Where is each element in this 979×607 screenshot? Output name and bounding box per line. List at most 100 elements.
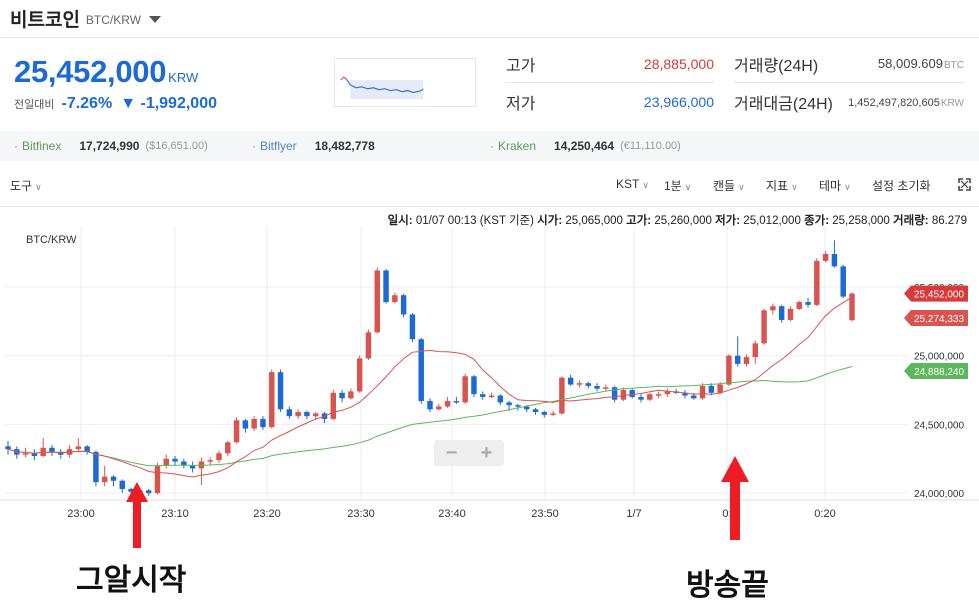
candle [286, 409, 293, 417]
price-tag-label: 25,274,333 [914, 314, 964, 325]
candle [101, 476, 108, 483]
exchange-value: 18,482,778 [314, 139, 375, 153]
candle [436, 406, 442, 410]
candle [585, 383, 591, 386]
candle [154, 465, 161, 494]
candlestick-chart[interactable]: BTC/KRW 24,000,000 24,500,000 25,000,000 25,… [0, 226, 979, 526]
price-change: 전일대비 -7.26% ▼ -1,992,000 [14, 95, 217, 113]
exchange-name: Kraken [498, 139, 537, 153]
candle [312, 413, 319, 417]
amount-value: 1,452,497,820,605 [848, 97, 940, 109]
exchange-bitfinex[interactable]: · Bitfinex 17,724,990 ($16,651.00) [14, 139, 208, 153]
candle [743, 357, 750, 364]
ma-short-line [7, 296, 853, 478]
stat-divider [734, 82, 964, 83]
candle [752, 343, 759, 358]
down-arrow-icon: ▼ [120, 95, 137, 112]
exchange-kraken[interactable]: · Kraken 14,250,464 (€11,110.00) [490, 139, 681, 153]
theme-menu[interactable]: 테마 ∨ [819, 177, 851, 194]
candle [75, 446, 82, 450]
candle [22, 453, 29, 455]
candle [304, 412, 310, 417]
candle [93, 451, 99, 483]
candle [603, 387, 609, 389]
price-tag [904, 309, 968, 326]
mini-chart-line-red [340, 76, 347, 81]
price-tag-label: 25,452,000 [914, 290, 964, 301]
candle [365, 332, 372, 359]
annotation-right: 방송끝 [686, 569, 769, 602]
timezone-menu[interactable]: KST ∨ [616, 177, 649, 191]
candle [49, 447, 55, 452]
candle [567, 377, 574, 385]
x-tick-label: 0:20 [814, 508, 835, 520]
reset-settings-button[interactable]: 설정 초기화 [872, 179, 931, 193]
time-label: 일시: [387, 215, 413, 227]
candle [849, 293, 855, 321]
mini-price-chart [334, 58, 476, 107]
candle [110, 476, 117, 481]
candle [691, 395, 697, 399]
chevron-down-icon: ∨ [684, 182, 692, 192]
candle [770, 306, 776, 311]
candle [225, 442, 231, 454]
candle [559, 377, 565, 414]
exchange-bitflyer[interactable]: · Bitflyer 18,482,778 [252, 139, 375, 153]
candle [655, 394, 662, 396]
bullet-icon: · [14, 139, 18, 153]
stat-volume: 거래량(24H) 58,009.609BTC [734, 45, 964, 83]
x-tick-label: 23:10 [161, 508, 189, 520]
ma-long-line [7, 366, 853, 467]
expand-icon[interactable] [958, 178, 971, 191]
candle [611, 387, 618, 400]
change-amount-value: -1,992,000 [140, 95, 217, 112]
indicators-menu[interactable]: 지표 ∨ [766, 177, 798, 194]
annotation-left: 그알시작 [76, 564, 187, 597]
bullet-icon: · [490, 139, 494, 153]
indicators-label: 지표 [766, 179, 789, 193]
candle [594, 385, 600, 389]
zoom-in-button[interactable]: + [480, 441, 493, 464]
candle [787, 308, 794, 320]
candle [726, 355, 732, 385]
theme-label: 테마 [819, 179, 842, 193]
price-tag-label: 24,888,240 [914, 367, 964, 378]
price-value: 25,452,000 [14, 54, 167, 89]
title-divider [0, 37, 979, 38]
chart-type-menu[interactable]: 캔들 ∨ [713, 177, 745, 194]
candle [515, 405, 521, 407]
candle [242, 420, 249, 429]
time-value: 01/07 00:13 (KST 기준) [415, 215, 534, 227]
chevron-down-icon: ∨ [642, 180, 649, 190]
candle [708, 385, 715, 393]
mini-chart-line-blue [346, 78, 424, 94]
x-tick-label: 23:40 [438, 508, 466, 520]
high-label: 고가: [626, 215, 652, 227]
coin-name: 비트코인 [10, 9, 80, 31]
zoom-out-button[interactable]: − [445, 441, 458, 464]
candle [181, 461, 187, 466]
low-value: 25,012,000 [743, 215, 801, 227]
candle [189, 465, 196, 469]
volume-label: 거래량(24H) [734, 58, 819, 75]
y-tick-label: 25,000,000 [914, 352, 964, 363]
interval-menu[interactable]: 1분 ∨ [664, 177, 691, 194]
candle [717, 384, 723, 393]
amount-label: 거래대금(24H) [734, 96, 833, 113]
chevron-down-icon[interactable] [149, 16, 162, 23]
candle [330, 392, 337, 419]
candle [814, 260, 820, 305]
pair-label: BTC/KRW [85, 13, 142, 27]
volume-value: 58,009.609 [877, 56, 943, 71]
zoom-control: − + [434, 440, 504, 466]
toolbar-divider [0, 206, 979, 207]
exchange-bar: · Bitfinex 17,724,990 ($16,651.00) · Bit… [0, 131, 979, 161]
chart-toolbar: 도구 ∨ KST ∨ 1분 ∨ 캔들 ∨ 지표 ∨ 테마 ∨ 설정 초기화 [0, 172, 979, 198]
exchange-value: 14,250,464 [554, 139, 615, 153]
candle [796, 302, 802, 309]
tools-menu[interactable]: 도구 ∨ [10, 177, 42, 194]
amount-unit: KRW [940, 98, 964, 109]
title-bar: 비트코인 BTC/KRW [0, 0, 979, 36]
red-arrow-right [721, 456, 749, 540]
candle [119, 480, 126, 490]
